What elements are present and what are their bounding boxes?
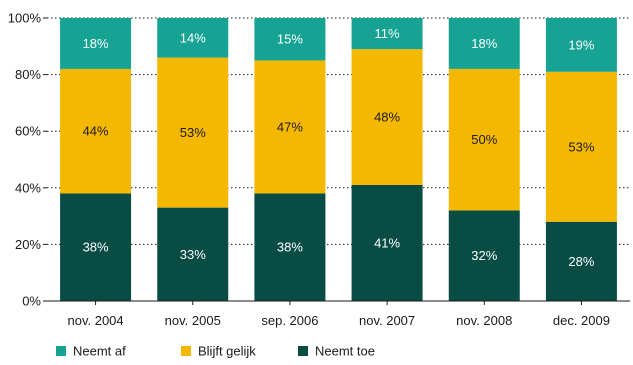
bar-segment-blijft-gelijk: [351, 49, 423, 185]
bars: 38% 44% 18% 33% 53% 14% 38% 47% 15% 41% 48% 11% 32% 5…: [60, 18, 617, 301]
x-tick-label: nov. 2007: [359, 313, 415, 328]
bar-segment-neemt-af: [60, 18, 132, 69]
y-tick-label: 0%: [22, 294, 41, 309]
data-label: 14%: [180, 30, 206, 45]
x-tick-label: sep. 2006: [261, 313, 318, 328]
data-label: 15%: [277, 32, 303, 47]
data-label: 33%: [180, 247, 206, 262]
data-label: 38%: [277, 240, 303, 255]
y-tick-label: 100%: [8, 11, 42, 26]
legend-swatch: [298, 346, 308, 356]
data-label: 53%: [568, 139, 594, 154]
y-tick-label: 40%: [15, 180, 41, 195]
legend-label: Blijft gelijk: [198, 344, 256, 359]
bar-segment-blijft-gelijk: [448, 68, 520, 211]
x-tick-label: nov. 2004: [68, 313, 124, 328]
y-axis-ticks: 0% 20% 40% 60% 80% 100%: [8, 11, 47, 309]
x-axis-ticks: nov. 2004 nov. 2005 sep. 2006 nov. 2007 nov.…: [68, 301, 610, 328]
bar-segment-neemt-toe: [157, 207, 229, 301]
bar-segment-blijft-gelijk: [254, 60, 326, 194]
x-tick-label: nov. 2008: [456, 313, 512, 328]
bar-segment-blijft-gelijk: [60, 68, 132, 194]
x-tick-label: dec. 2009: [553, 313, 610, 328]
bar-segment-blijft-gelijk: [545, 71, 617, 222]
data-label: 38%: [83, 240, 109, 255]
y-tick-label: 80%: [15, 67, 41, 82]
data-label: 28%: [568, 254, 594, 269]
data-label: 47%: [277, 119, 303, 134]
bar-segment-neemt-toe: [351, 184, 423, 301]
y-tick-label: 60%: [15, 124, 41, 139]
bar-segment-neemt-af: [157, 18, 229, 58]
legend-swatch: [181, 346, 191, 356]
legend-swatch: [56, 346, 66, 356]
data-label: 44%: [83, 124, 109, 139]
bar-segment-neemt-af: [448, 18, 520, 69]
data-label: 18%: [471, 36, 497, 51]
legend-label: Neemt toe: [315, 344, 375, 359]
data-label: 48%: [374, 110, 400, 125]
bar-segment-neemt-toe: [448, 210, 520, 301]
bar-segment-neemt-af: [254, 18, 326, 61]
bar-segment-neemt-toe: [60, 193, 132, 301]
legend: Neemt af Blijft gelijk Neemt toe: [56, 344, 375, 359]
bar-segment-blijft-gelijk: [157, 57, 229, 208]
bar-segment-neemt-toe: [254, 193, 326, 301]
gridlines: [47, 17, 630, 245]
bar-segment-neemt-af: [545, 18, 617, 72]
bar-segment-neemt-toe: [545, 221, 617, 301]
y-tick-label: 20%: [15, 237, 41, 252]
data-label: 41%: [374, 235, 400, 250]
data-label: 11%: [375, 26, 400, 41]
legend-label: Neemt af: [73, 344, 126, 359]
data-label: 32%: [471, 248, 497, 263]
data-label: 18%: [83, 36, 109, 51]
data-label: 19%: [568, 37, 594, 52]
data-label: 50%: [471, 132, 497, 147]
bar-segment-neemt-af: [351, 18, 423, 50]
data-label: 53%: [180, 125, 206, 140]
x-tick-label: nov. 2005: [165, 313, 221, 328]
